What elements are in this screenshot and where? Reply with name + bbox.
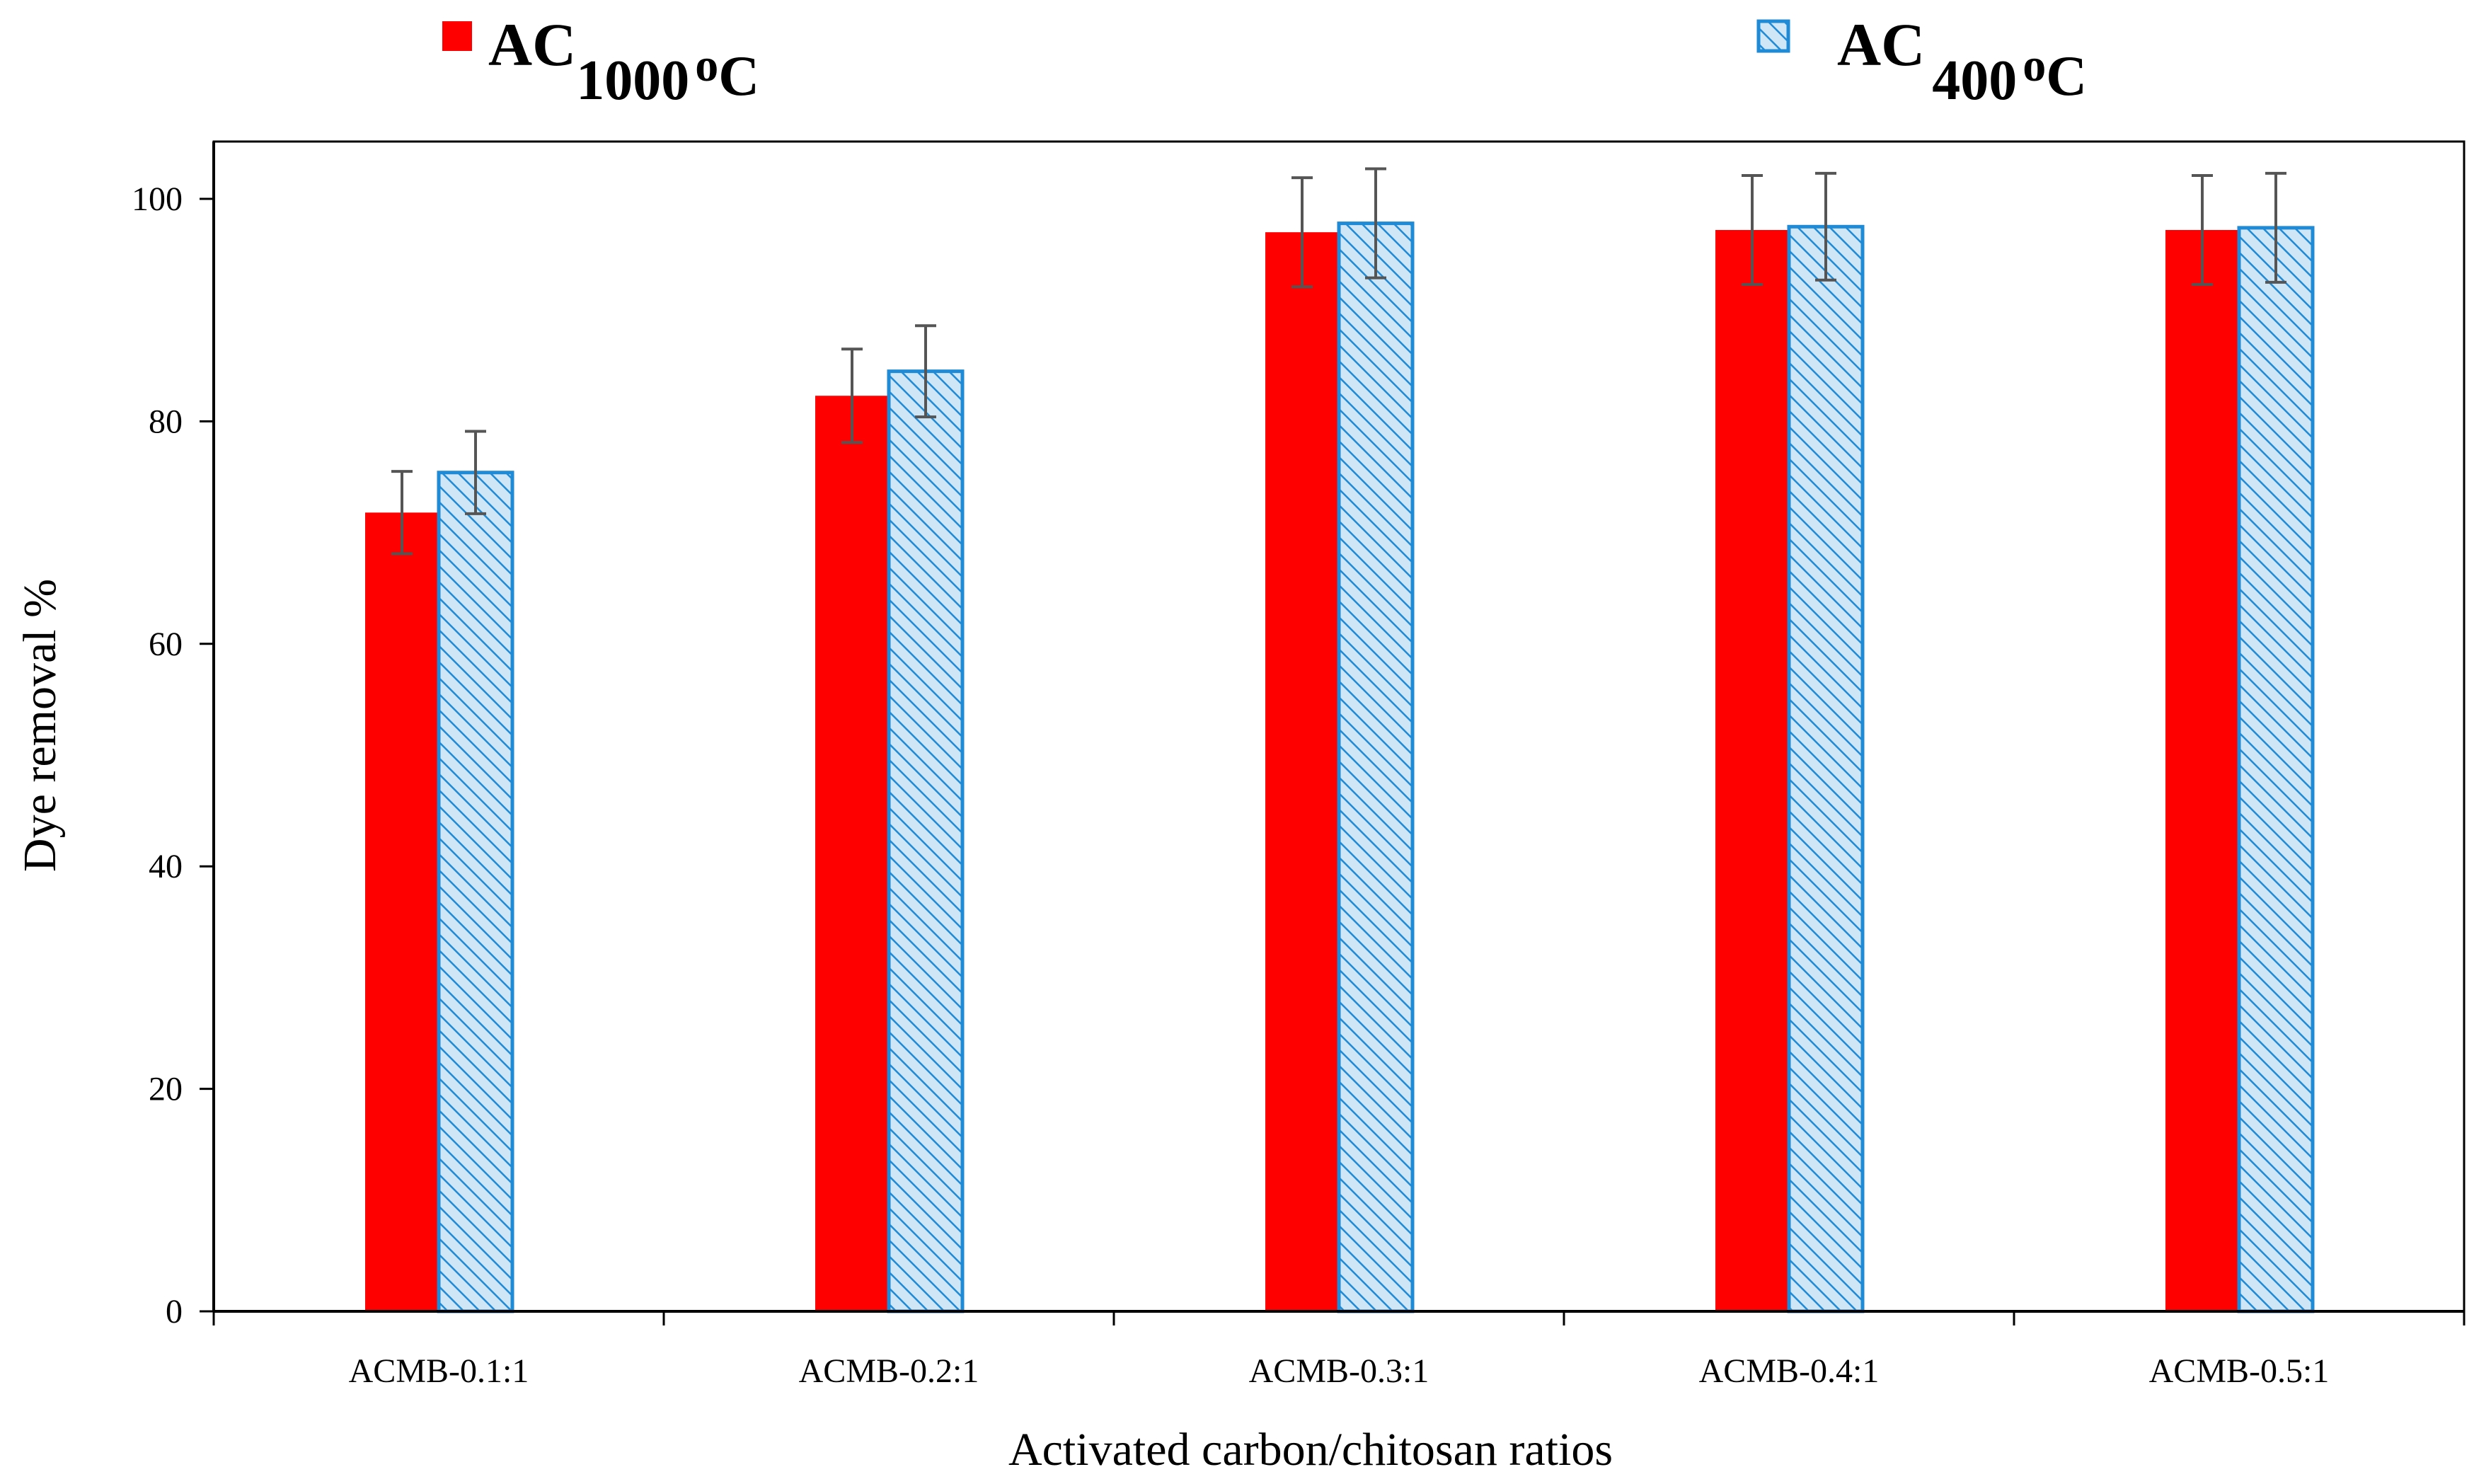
legend-entry-ac400: AC400 oC	[1756, 11, 2087, 112]
bar-s1-c0	[437, 471, 514, 1313]
legend-sup: o	[2023, 40, 2046, 91]
x-tick-label-0: ACMB-0.1:1	[349, 1352, 529, 1390]
legend-unit: C	[2046, 45, 2087, 108]
legend-label-ac1000: AC1000 oC	[488, 11, 759, 112]
legend-sub: 1000	[576, 50, 689, 112]
legend-label-ac400: AC400 oC	[1837, 11, 2087, 112]
legend-unit: C	[718, 45, 759, 108]
y-tick-label-4: 80	[149, 403, 183, 440]
y-tick-label-2: 40	[149, 848, 183, 885]
bar-s0-c2	[1265, 232, 1339, 1311]
bar-s0-c0	[365, 512, 439, 1312]
bar-s1-c4	[2237, 226, 2315, 1313]
legend-sub: 400	[1932, 50, 2017, 112]
y-tick-label-1: 20	[149, 1071, 183, 1108]
x-tick-label-3: ACMB-0.4:1	[1699, 1352, 1880, 1390]
axes	[200, 142, 2466, 1325]
y-tick-label-3: 60	[149, 626, 183, 663]
y-tick-label-0: 0	[166, 1293, 183, 1330]
legend-sup: o	[695, 40, 718, 91]
legend: AC1000 oC AC400 oC	[442, 11, 2087, 112]
bars	[365, 222, 2315, 1313]
x-tick-label-4: ACMB-0.5:1	[2149, 1352, 2330, 1390]
error-bars	[391, 167, 2286, 556]
bar-s1-c3	[1787, 224, 1865, 1313]
legend-entry-ac1000: AC1000 oC	[442, 11, 759, 112]
x-tick-label-2: ACMB-0.3:1	[1249, 1352, 1429, 1390]
legend-main: AC	[488, 11, 576, 79]
legend-swatch-ac1000	[442, 21, 472, 51]
bar-s0-c3	[1715, 230, 1789, 1311]
bar-s0-c4	[2165, 230, 2239, 1311]
axis-labels: ACMB-0.1:1 ACMB-0.2:1 ACMB-0.3:1 ACMB-0.4:1…	[132, 180, 2329, 1390]
legend-swatch-ac400	[1756, 19, 1790, 53]
legend-main: AC	[1837, 11, 1925, 79]
bar-s1-c1	[887, 369, 965, 1313]
y-axis-title: Dye removal %	[14, 579, 66, 872]
bar-s0-c1	[815, 396, 889, 1311]
x-axis-title: Activated carbon/chitosan ratios	[1008, 1424, 1613, 1476]
y-tick-label-5: 100	[132, 180, 183, 218]
bar-s1-c2	[1337, 222, 1415, 1313]
x-tick-label-1: ACMB-0.2:1	[799, 1352, 979, 1390]
